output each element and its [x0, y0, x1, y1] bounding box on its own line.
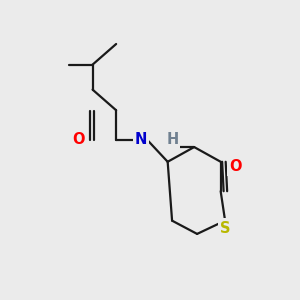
Text: N: N — [135, 132, 147, 147]
Text: O: O — [230, 159, 242, 174]
Text: O: O — [73, 132, 85, 147]
Text: S: S — [220, 220, 230, 236]
Text: H: H — [166, 132, 178, 147]
